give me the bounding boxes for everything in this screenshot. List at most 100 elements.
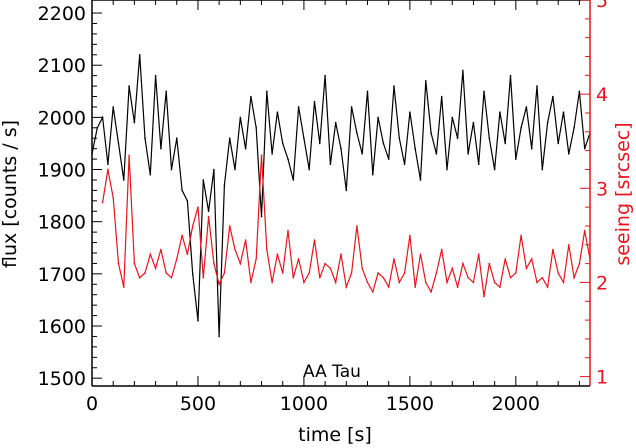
flux-point — [181, 189, 183, 192]
seeing-point — [234, 248, 236, 251]
seeing-point — [149, 253, 152, 255]
flux-point — [467, 153, 469, 155]
y-tick-label: 1700 — [38, 264, 86, 286]
flux-point — [557, 142, 560, 145]
seeing-point — [101, 201, 104, 204]
seeing-point — [361, 267, 363, 270]
seeing-point — [536, 281, 538, 284]
seeing-point — [197, 206, 199, 208]
seeing-point — [255, 258, 258, 260]
flux-point — [144, 137, 146, 140]
seeing-point — [292, 276, 295, 279]
flux-point — [154, 74, 157, 77]
seeing-point — [393, 258, 395, 260]
flux-point — [366, 90, 369, 93]
flux-point — [165, 90, 167, 93]
seeing-point — [133, 262, 136, 265]
seeing-point — [530, 258, 533, 260]
flux-point — [207, 210, 210, 213]
seeing-point — [165, 272, 167, 274]
seeing-point — [525, 267, 528, 270]
flux-point — [430, 132, 432, 134]
flux-point — [424, 80, 427, 82]
seeing-point — [509, 276, 512, 279]
flux-point — [546, 121, 549, 124]
flux-point — [138, 53, 141, 56]
y2-axis-title: seeing [srcsec] — [612, 122, 634, 265]
flux-point — [435, 153, 438, 155]
flux-point — [377, 116, 379, 119]
seeing-point — [138, 276, 141, 279]
flux-point — [244, 147, 247, 150]
flux-point — [250, 95, 252, 98]
seeing-point — [488, 262, 491, 265]
seeing-point — [456, 286, 459, 288]
flux-point — [403, 163, 406, 166]
seeing-point — [228, 225, 231, 227]
seeing-point — [324, 262, 326, 265]
seeing-point — [181, 234, 183, 237]
seeing-point — [414, 286, 416, 288]
seeing-point — [568, 243, 570, 246]
seeing-point — [287, 229, 289, 232]
flux-point — [133, 121, 136, 124]
flux-point — [483, 90, 485, 93]
x-axis-title: time [s] — [298, 424, 372, 446]
flux-point — [186, 200, 189, 202]
seeing-point — [144, 272, 146, 274]
x-tick-label: 2000 — [492, 393, 540, 415]
flux-point — [128, 85, 130, 87]
seeing-point — [573, 276, 575, 279]
flux-point — [122, 179, 125, 181]
seeing-point — [218, 283, 220, 286]
seeing-point — [297, 258, 300, 260]
flux-point — [266, 90, 268, 93]
y2-tick-label: 2 — [596, 272, 608, 294]
y-tick-label: 1600 — [38, 316, 86, 338]
seeing-point — [515, 272, 517, 274]
seeing-point — [424, 281, 427, 284]
flux-point — [239, 116, 242, 119]
y2-tick-label: 1 — [596, 367, 608, 389]
flux-point — [525, 106, 528, 108]
seeing-point — [409, 234, 411, 237]
flux-point — [393, 85, 395, 87]
seeing-point — [170, 276, 173, 279]
flux-point — [493, 168, 496, 171]
seeing-point — [260, 154, 263, 157]
seeing-point — [128, 154, 130, 157]
flux-point — [356, 132, 358, 134]
flux-point — [387, 158, 390, 160]
seeing-point — [340, 253, 342, 255]
flux-point — [583, 147, 586, 150]
y-tick-label: 1900 — [38, 160, 86, 182]
seeing-point — [117, 262, 120, 265]
seeing-point — [271, 281, 273, 284]
seeing-series-layer — [101, 154, 591, 298]
seeing-point — [451, 267, 454, 270]
y2-tick-label: 5 — [596, 0, 608, 12]
flux-point — [520, 126, 522, 129]
seeing-point — [371, 291, 374, 293]
flux-point — [112, 106, 114, 108]
x-tick-label: 0 — [86, 393, 98, 415]
seeing-point — [319, 276, 321, 279]
seeing-point — [281, 272, 284, 274]
flux-point — [324, 74, 326, 77]
seeing-point — [483, 295, 485, 298]
flux-point — [541, 168, 544, 171]
flux-point — [340, 147, 342, 150]
flux-point — [515, 158, 517, 160]
flux-point — [160, 147, 162, 150]
flux-point — [175, 137, 178, 140]
seeing-point — [520, 234, 522, 237]
flux-point — [419, 179, 422, 181]
y-tick-label: 2100 — [38, 55, 86, 77]
seeing-point — [186, 253, 189, 255]
flux-point — [149, 173, 152, 176]
flux-point — [287, 158, 289, 160]
flux-point — [297, 106, 300, 108]
seeing-point — [504, 258, 507, 260]
seeing-point — [191, 225, 194, 227]
seeing-point — [552, 248, 554, 251]
